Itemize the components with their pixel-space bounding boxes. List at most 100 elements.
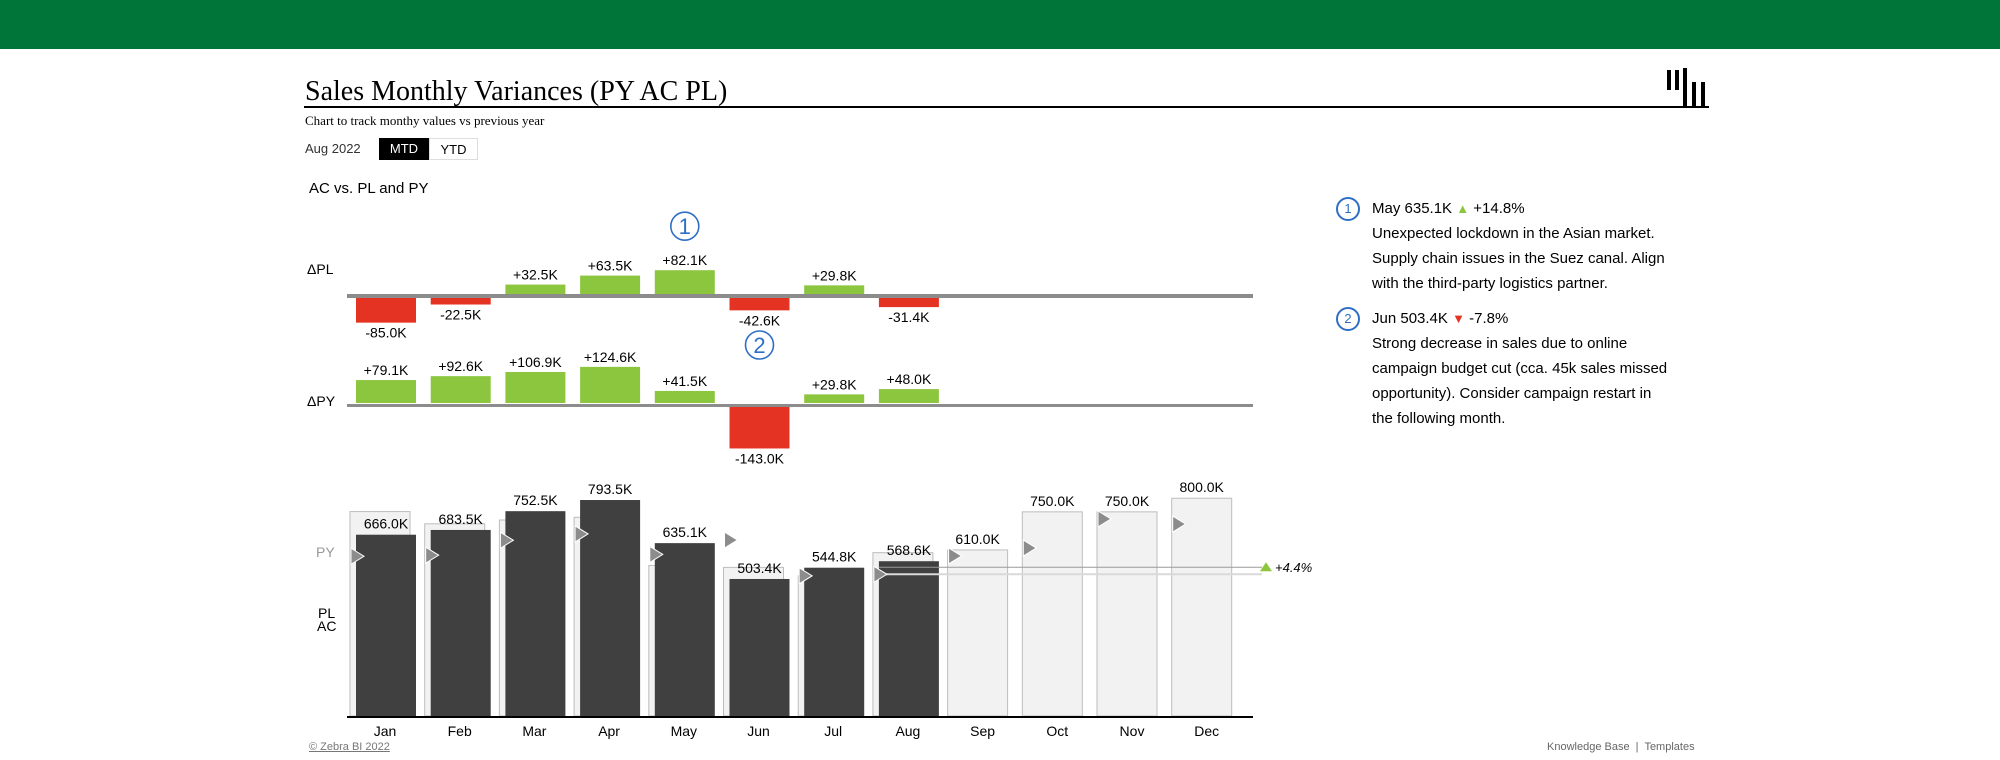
delta-py-axis — [347, 404, 1253, 407]
delta-pl-bar-apr — [580, 275, 641, 294]
py-marker-jul — [798, 566, 814, 585]
x-tick-jun: Jun — [747, 723, 770, 739]
x-tick-jul: Jul — [824, 723, 842, 739]
value-label-nov: 750.0K — [1105, 493, 1150, 509]
value-label-dec: 800.0K — [1180, 479, 1225, 495]
delta-pl-bar-may — [654, 270, 715, 294]
annotation-marker-1 — [669, 211, 700, 241]
pl-bar-nov — [1096, 511, 1158, 717]
comment-2-change: -7.8% — [1469, 310, 1509, 327]
py-marker-may — [649, 545, 664, 564]
delta-pl-label-jun: -42.6K — [739, 312, 781, 328]
ac-row-label: AC — [317, 618, 336, 634]
comment-2-head: Jun 503.4K — [1372, 310, 1448, 327]
x-tick-feb: Feb — [448, 723, 472, 739]
x-tick-dec: Dec — [1194, 723, 1219, 739]
page-title: Sales Monthly Variances (PY AC PL) — [305, 76, 728, 107]
delta-pl-label-may: +82.1K — [662, 252, 707, 268]
delta-pl-label-feb: -22.5K — [440, 307, 482, 323]
zebra-bi-logo-icon — [1667, 68, 1705, 106]
ytd-toggle[interactable]: YTD — [429, 138, 478, 160]
value-label-may: 635.1K — [663, 524, 708, 540]
triangle-up-icon: ▲ — [1456, 201, 1470, 216]
py-marker-nov — [1097, 510, 1112, 528]
annotation-marker-2 — [744, 330, 775, 360]
ac-bar-feb — [430, 529, 491, 716]
value-label-mar: 752.5K — [513, 492, 558, 508]
x-tick-jan: Jan — [374, 723, 397, 739]
py-marker-feb — [425, 546, 440, 565]
ac-bar-aug — [878, 561, 939, 716]
delta-py-bar-apr — [580, 366, 641, 403]
chart-title: AC vs. PL and PY — [309, 180, 429, 197]
pl-bar-sep — [947, 549, 1009, 717]
value-label-feb: 683.5K — [439, 511, 484, 527]
delta-pl-label-mar: +32.5K — [513, 267, 558, 283]
ac-bar-jun — [729, 578, 790, 716]
comment-1-change: +14.8% — [1473, 200, 1525, 217]
x-tick-apr: Apr — [598, 723, 620, 739]
delta-py-bar-jul — [804, 394, 865, 403]
triangle-down-icon: ▼ — [1452, 311, 1465, 326]
py-row-label: PY — [316, 544, 335, 560]
delta-pl-axis — [347, 294, 1253, 298]
value-label-aug: 568.6K — [887, 542, 932, 558]
delta-py-label-jun: -143.0K — [735, 450, 785, 466]
triangle-up-icon — [1260, 562, 1272, 572]
delta-py-row-label: ΔPY — [307, 393, 336, 409]
pl-bar-oct — [1021, 511, 1083, 717]
py-marker-dec — [1172, 515, 1187, 533]
copyright-link[interactable]: © Zebra BI 2022 — [309, 741, 390, 753]
delta-py-bar-mar — [505, 371, 566, 403]
delta-pl-bar-mar — [505, 284, 566, 294]
pl-bar-dec — [1171, 497, 1233, 717]
py-marker-jan — [350, 547, 365, 566]
py-marker-jun — [724, 531, 739, 549]
delta-py-label-feb: +92.6K — [438, 358, 483, 374]
delta-py-label-jul: +29.8K — [812, 376, 857, 392]
value-label-jul: 544.8K — [812, 549, 857, 565]
py-marker-sep — [948, 547, 963, 565]
delta-pl-bar-feb — [430, 298, 491, 305]
delta-py-label-mar: +106.9K — [509, 354, 562, 370]
ac-bar-may — [654, 543, 715, 716]
value-label-oct: 750.0K — [1030, 493, 1075, 509]
delta-py-label-aug: +48.0K — [887, 371, 932, 387]
delta-py-bar-jan — [356, 380, 416, 403]
delta-py-bar-aug — [878, 389, 939, 403]
value-label-sep: 610.0K — [955, 531, 1000, 547]
x-tick-aug: Aug — [895, 723, 920, 739]
footer-links[interactable]: Knowledge Base | Templates — [1547, 741, 1695, 753]
value-label-apr: 793.5K — [588, 481, 633, 497]
annotation-marker-1: 1 — [1336, 197, 1360, 221]
x-tick-may: May — [671, 723, 697, 739]
py-marker-mar — [499, 531, 515, 550]
delta-pl-bar-aug — [878, 298, 939, 308]
comment-1-body: Unexpected lockdown in the Asian market.… — [1372, 225, 1665, 292]
annotation-number-1: 1 — [679, 214, 691, 239]
delta-pl-label-apr: +63.5K — [588, 258, 633, 274]
comment-2-body: Strong decrease in sales due to online c… — [1372, 335, 1668, 427]
title-divider — [304, 106, 1709, 108]
delta-pl-label-jul: +29.8K — [812, 267, 857, 283]
delta-py-label-apr: +124.6K — [584, 349, 637, 365]
x-axis — [347, 716, 1253, 718]
comment-1: 1 May 635.1K ▲ +14.8% Unexpected lockdow… — [1336, 196, 1676, 296]
delta-py-bar-feb — [430, 376, 491, 403]
ac-bar-apr — [580, 500, 641, 716]
delta-pl-label-jan: -85.0K — [365, 325, 407, 341]
x-tick-mar: Mar — [522, 723, 546, 739]
year-end-variance-label: +4.4% — [1275, 560, 1312, 575]
value-label-jun: 503.4K — [737, 560, 782, 576]
delta-py-label-may: +41.5K — [662, 373, 707, 389]
comment-1-head: May 635.1K — [1372, 200, 1453, 217]
delta-py-bar-may — [654, 390, 715, 403]
annotation-number-2: 2 — [753, 333, 765, 358]
delta-py-bar-jun — [729, 407, 790, 449]
x-tick-oct: Oct — [1046, 723, 1068, 739]
ac-bar-jan — [356, 534, 416, 716]
comment-2: 2 Jun 503.4K ▼ -7.8% Strong decrease in … — [1336, 306, 1676, 431]
mtd-toggle[interactable]: MTD — [379, 138, 429, 160]
x-tick-sep: Sep — [970, 723, 995, 739]
